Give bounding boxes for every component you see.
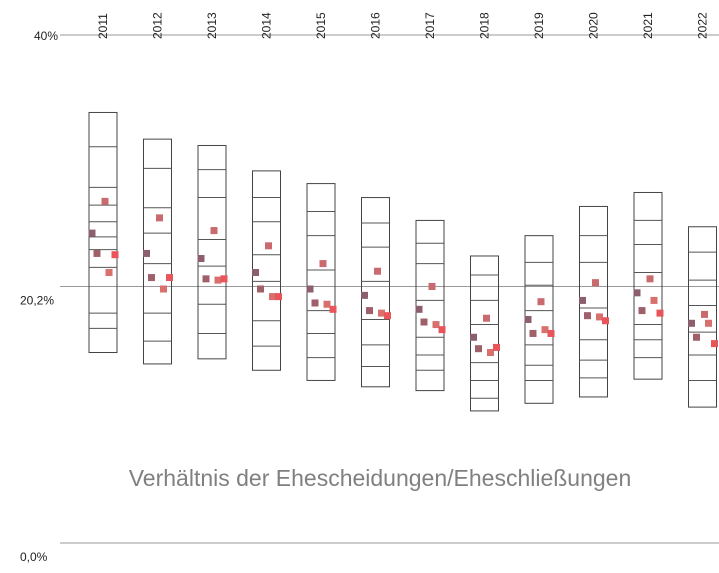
point	[197, 255, 205, 263]
x-tick-label: 2016	[369, 12, 383, 39]
point	[420, 318, 428, 326]
point	[438, 326, 446, 334]
x-tick-label: 2015	[314, 12, 328, 39]
point	[329, 305, 337, 313]
point	[650, 296, 658, 304]
point	[688, 319, 695, 327]
point	[275, 293, 282, 301]
point	[384, 312, 391, 320]
point	[105, 268, 113, 276]
point	[547, 329, 555, 337]
point	[592, 279, 599, 287]
point	[269, 293, 276, 301]
point	[148, 274, 155, 282]
point	[646, 275, 654, 283]
point	[638, 307, 646, 315]
point	[602, 317, 609, 325]
point	[483, 314, 490, 322]
point	[257, 285, 264, 293]
point	[493, 343, 500, 351]
range-box	[197, 144, 227, 360]
point	[475, 345, 482, 353]
x-tick-label: 2019	[532, 12, 546, 39]
point	[143, 249, 150, 257]
point	[487, 349, 494, 356]
x-tick-label: 2020	[587, 12, 601, 39]
point	[705, 319, 712, 327]
range-box	[306, 183, 336, 381]
x-tick-label: 2021	[641, 12, 655, 39]
point	[537, 298, 545, 306]
point	[220, 275, 228, 283]
range-box	[470, 255, 499, 412]
y-tick-label: 0,0%	[20, 550, 48, 564]
point	[156, 214, 163, 222]
point	[160, 285, 167, 293]
point	[656, 309, 664, 317]
y-tick-label: 20,2%	[20, 293, 54, 307]
point	[93, 249, 101, 257]
y-tick-label: 40%	[34, 29, 58, 43]
point	[415, 305, 423, 313]
x-tick-label: 2012	[151, 12, 165, 39]
point	[311, 299, 319, 307]
point	[584, 312, 591, 320]
point	[378, 309, 385, 317]
point	[101, 197, 109, 205]
point	[633, 289, 641, 297]
point	[541, 326, 549, 334]
x-tick-label: 2013	[205, 12, 219, 39]
point	[306, 285, 314, 293]
point	[524, 315, 532, 323]
point	[711, 340, 718, 348]
x-tick-label: 2022	[696, 12, 710, 39]
point	[428, 282, 436, 290]
point	[693, 333, 700, 341]
x-tick-label: 2017	[423, 12, 437, 39]
point	[210, 227, 218, 235]
point	[252, 268, 259, 276]
x-tick-label: 2011	[96, 13, 110, 39]
point	[579, 296, 586, 304]
point	[701, 310, 708, 318]
x-tick-label: 2014	[260, 12, 274, 39]
point	[596, 313, 603, 321]
point	[166, 274, 173, 282]
point	[432, 321, 440, 329]
point	[529, 329, 537, 337]
point	[265, 242, 272, 250]
range-box	[415, 219, 445, 392]
point	[319, 260, 327, 268]
range-box	[633, 191, 663, 380]
point	[214, 276, 222, 284]
point	[323, 300, 331, 308]
range-box	[688, 226, 717, 408]
point	[361, 291, 368, 299]
point	[470, 333, 477, 341]
chart-title: Verhältnis der Ehescheidungen/Eheschließ…	[129, 465, 632, 491]
point	[374, 267, 381, 275]
point	[88, 229, 96, 237]
point	[366, 307, 373, 315]
x-tick-label: 2018	[478, 12, 492, 39]
point	[111, 251, 119, 259]
point	[202, 275, 210, 283]
